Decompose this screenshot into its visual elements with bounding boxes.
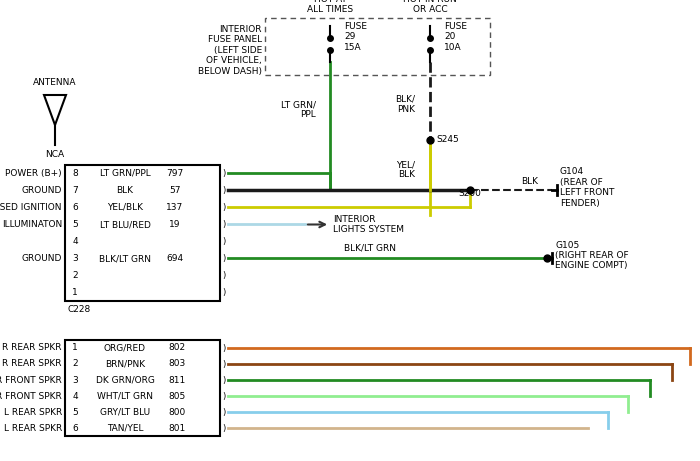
Text: ILLUMINATON: ILLUMINATON: [1, 220, 62, 229]
Text: 694: 694: [167, 254, 183, 263]
Text: C228: C228: [67, 305, 90, 314]
Text: ): ): [222, 237, 225, 246]
Text: ): ): [222, 376, 225, 384]
Text: INTERIOR
FUSE PANEL
(LEFT SIDE
OF VEHICLE,
BELOW DASH): INTERIOR FUSE PANEL (LEFT SIDE OF VEHICL…: [198, 25, 262, 76]
Text: 4: 4: [72, 391, 78, 401]
Text: FUSED IGNITION: FUSED IGNITION: [0, 203, 62, 212]
Text: BLK/LT GRN: BLK/LT GRN: [344, 243, 396, 253]
Text: L REAR SPKR: L REAR SPKR: [4, 408, 62, 416]
Text: LT BLU/RED: LT BLU/RED: [99, 220, 150, 229]
Text: S200: S200: [458, 189, 482, 199]
Text: G105
(RIGHT REAR OF
ENGINE COMPT): G105 (RIGHT REAR OF ENGINE COMPT): [555, 241, 629, 271]
Text: S245: S245: [436, 135, 459, 143]
Text: TAN/YEL: TAN/YEL: [106, 424, 144, 432]
Text: R REAR SPKR: R REAR SPKR: [3, 343, 62, 353]
Text: 801: 801: [169, 424, 186, 432]
Text: FUSE
20
10A: FUSE 20 10A: [444, 22, 467, 52]
Text: 3: 3: [72, 376, 78, 384]
Text: 2: 2: [72, 271, 78, 280]
Text: 2: 2: [72, 360, 78, 368]
Text: ): ): [222, 360, 225, 368]
Text: ): ): [222, 288, 225, 297]
Text: R REAR SPKR: R REAR SPKR: [3, 360, 62, 368]
Text: 4: 4: [72, 237, 78, 246]
Text: 803: 803: [169, 360, 186, 368]
Text: BLK: BLK: [116, 186, 134, 195]
Text: HOT IN RUN
OR ACC: HOT IN RUN OR ACC: [403, 0, 457, 14]
Text: FUSE
29
15A: FUSE 29 15A: [344, 22, 367, 52]
Bar: [65, 340, 220, 436]
Text: BLK/LT GRN: BLK/LT GRN: [99, 254, 151, 263]
Text: HOT AT
ALL TIMES: HOT AT ALL TIMES: [307, 0, 353, 14]
Text: ): ): [222, 186, 225, 195]
Text: R FRONT SPKR: R FRONT SPKR: [0, 391, 62, 401]
Text: G104
(REAR OF
LEFT FRONT
FENDER): G104 (REAR OF LEFT FRONT FENDER): [560, 167, 615, 207]
Text: R FRONT SPKR: R FRONT SPKR: [0, 376, 62, 384]
Text: GROUND: GROUND: [22, 186, 62, 195]
Text: ): ): [222, 271, 225, 280]
Text: 137: 137: [167, 203, 183, 212]
Text: 6: 6: [72, 424, 78, 432]
Text: NCA: NCA: [46, 150, 64, 159]
Text: YEL/BLK: YEL/BLK: [107, 203, 143, 212]
Text: LT GRN/
PPL: LT GRN/ PPL: [281, 100, 316, 119]
Text: POWER (B+): POWER (B+): [6, 169, 62, 178]
Text: 1: 1: [72, 343, 78, 353]
Text: BLK/
PNK: BLK/ PNK: [395, 95, 415, 114]
Text: 805: 805: [169, 391, 186, 401]
Text: 811: 811: [169, 376, 186, 384]
Text: ): ): [222, 391, 225, 401]
Text: ANTENNA: ANTENNA: [34, 78, 77, 87]
Text: 800: 800: [169, 408, 186, 416]
Text: GROUND: GROUND: [22, 254, 62, 263]
Text: ): ): [222, 169, 225, 178]
Text: 5: 5: [72, 220, 78, 229]
Text: DK GRN/ORG: DK GRN/ORG: [96, 376, 155, 384]
Text: 3: 3: [72, 254, 78, 263]
Text: BLK: BLK: [522, 177, 538, 185]
Text: WHT/LT GRN: WHT/LT GRN: [97, 391, 153, 401]
Text: 8: 8: [72, 169, 78, 178]
Text: YEL/
BLK: YEL/ BLK: [396, 160, 415, 179]
Bar: [265, 18, 490, 75]
Text: ): ): [222, 343, 225, 353]
Text: L REAR SPKR: L REAR SPKR: [4, 424, 62, 432]
Text: 797: 797: [167, 169, 183, 178]
Text: 802: 802: [169, 343, 186, 353]
Text: ): ): [222, 424, 225, 432]
Text: 57: 57: [169, 186, 181, 195]
Text: ): ): [222, 203, 225, 212]
Text: ): ): [222, 408, 225, 416]
Text: ): ): [222, 254, 225, 263]
Text: 1: 1: [72, 288, 78, 297]
Text: 19: 19: [169, 220, 181, 229]
Text: LT GRN/PPL: LT GRN/PPL: [99, 169, 150, 178]
Text: INTERIOR
LIGHTS SYSTEM: INTERIOR LIGHTS SYSTEM: [333, 215, 404, 234]
Text: GRY/LT BLU: GRY/LT BLU: [100, 408, 150, 416]
Text: ): ): [222, 220, 225, 229]
Text: BRN/PNK: BRN/PNK: [105, 360, 145, 368]
Bar: [65, 165, 220, 301]
Text: 7: 7: [72, 186, 78, 195]
Text: 5: 5: [72, 408, 78, 416]
Text: 6: 6: [72, 203, 78, 212]
Text: ORG/RED: ORG/RED: [104, 343, 146, 353]
